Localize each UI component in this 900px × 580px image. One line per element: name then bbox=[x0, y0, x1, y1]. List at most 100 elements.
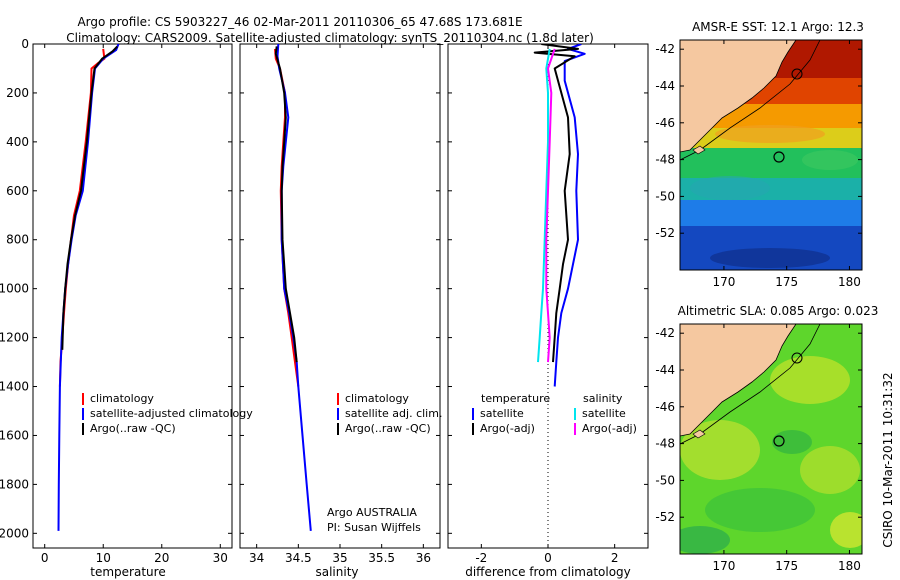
x-tick-label: 34.5 bbox=[285, 551, 312, 565]
difference-xlabel: difference from climatology bbox=[465, 565, 631, 579]
y-tick-label: 1600 bbox=[0, 428, 29, 442]
series-line-temperature-argo-adj- bbox=[533, 44, 579, 363]
map-y-tick-label: -50 bbox=[655, 189, 675, 203]
series-line-climatology bbox=[58, 48, 106, 387]
difference-legend: temperature satellite Argo(-adj) salinit… bbox=[472, 392, 637, 435]
sla-patch bbox=[705, 488, 815, 532]
temperature-panel: 0 200 400 600 800 1000 1200 1400 1600 1800 2000 0 10… bbox=[0, 37, 253, 579]
sla-patch bbox=[800, 446, 860, 494]
legend-label-argo: Argo(..raw -QC) bbox=[90, 422, 176, 435]
map-y-tick-label: -46 bbox=[655, 116, 675, 130]
x-tick-label: 36 bbox=[416, 551, 431, 565]
legend-label-temp-satellite: satellite bbox=[480, 407, 524, 420]
sla-patch bbox=[772, 430, 812, 454]
contour-loop bbox=[791, 68, 803, 80]
map-y-tick-label: -44 bbox=[655, 363, 675, 377]
y-tick-label: 0 bbox=[21, 37, 29, 51]
map-y-tick-label: -52 bbox=[655, 510, 675, 524]
sst-field bbox=[680, 40, 862, 270]
sla-patch bbox=[770, 356, 850, 404]
map-x-tick-label: 170 bbox=[712, 559, 735, 573]
x-tick-label: 20 bbox=[154, 551, 169, 565]
legend-label-temp-argo: Argo(-adj) bbox=[480, 422, 535, 435]
argo-pi-label: PI: Susan Wijffels bbox=[327, 521, 421, 534]
sst-map-title: AMSR-E SST: 12.1 Argo: 12.3 bbox=[692, 20, 864, 34]
x-tick-label: 34 bbox=[249, 551, 264, 565]
series-line-temperature-satellite bbox=[553, 44, 586, 387]
legend-label-climatology: climatology bbox=[90, 392, 154, 405]
temperature-xlabel: temperature bbox=[90, 565, 165, 579]
y-tick-label: 1400 bbox=[0, 380, 29, 394]
series-line-satellite-adj-clim- bbox=[276, 44, 312, 531]
x-tick-label: -2 bbox=[475, 551, 487, 565]
map-y-tick-label: -42 bbox=[655, 326, 675, 340]
sst-map-frame bbox=[679, 39, 863, 271]
series-line-argo-raw-qc- bbox=[61, 45, 119, 350]
x-tick-label: 0 bbox=[544, 551, 552, 565]
sst-warm-patch bbox=[715, 125, 825, 143]
argo-program-label: Argo AUSTRALIA bbox=[327, 506, 417, 519]
sla-map-panel: Altimetric SLA: 0.085 Argo: 0.023 -42 -44… bbox=[655, 304, 878, 573]
map-x-tick-label: 175 bbox=[775, 275, 798, 289]
map-y-tick-label: -42 bbox=[655, 42, 675, 56]
x-tick-label: 2 bbox=[611, 551, 619, 565]
x-tick-label: 35 bbox=[332, 551, 347, 565]
new-zealand-land bbox=[680, 40, 797, 153]
y-tick-label: 1800 bbox=[0, 477, 29, 491]
map-x-tick-label: 180 bbox=[838, 275, 861, 289]
series-line-salinity-argo-adj- bbox=[545, 48, 556, 363]
y-tick-label: 1000 bbox=[0, 282, 29, 296]
y-tick-label: 2000 bbox=[0, 526, 29, 540]
x-tick-label: 10 bbox=[96, 551, 111, 565]
difference-panel: -2 0 2 difference from climatology tempera… bbox=[447, 43, 649, 579]
y-tick-label: 600 bbox=[6, 184, 29, 198]
argo-position-marker bbox=[773, 151, 785, 163]
stewart-island bbox=[692, 145, 706, 155]
stewart-island bbox=[692, 429, 706, 439]
temperature-axes-frame bbox=[32, 43, 233, 549]
map-y-tick-label: -44 bbox=[655, 79, 675, 93]
sst-patch bbox=[690, 176, 770, 200]
sla-map-frame bbox=[679, 323, 863, 555]
salinity-xlabel: salinity bbox=[315, 565, 358, 579]
argo-position-marker bbox=[773, 435, 785, 447]
sst-cold-patch bbox=[710, 248, 830, 268]
side-timestamp: CSIRO 10-Mar-2011 10:31:32 bbox=[881, 372, 895, 547]
legend-label-climatology: climatology bbox=[345, 392, 409, 405]
legend-label-satellite-adjusted: satellite-adjusted climatology bbox=[90, 407, 253, 420]
legend-group-temperature: temperature bbox=[481, 392, 550, 405]
legend-label-argo: Argo(..raw -QC) bbox=[345, 422, 431, 435]
sla-field bbox=[680, 324, 862, 554]
series-line-argo-raw-qc- bbox=[274, 46, 298, 363]
figure-title-line2: Climatology: CARS2009. Satellite-adjuste… bbox=[66, 31, 594, 45]
x-tick-label: 0 bbox=[41, 551, 49, 565]
sla-patch bbox=[830, 512, 862, 548]
x-tick-label: 35.5 bbox=[368, 551, 395, 565]
legend-label-sal-satellite: satellite bbox=[582, 407, 626, 420]
series-line-salinity-satellite bbox=[537, 48, 551, 363]
map-y-tick-label: -48 bbox=[655, 437, 675, 451]
legend-label-sal-argo: Argo(-adj) bbox=[582, 422, 637, 435]
sst-map-panel: AMSR-E SST: 12.1 Argo: 12.3 -42 -44 -46 -48… bbox=[655, 20, 864, 289]
salinity-axes-frame bbox=[239, 43, 441, 549]
y-tick-label: 400 bbox=[6, 135, 29, 149]
x-tick-label: 30 bbox=[213, 551, 228, 565]
contour-loop bbox=[791, 352, 803, 364]
y-tick-label: 1200 bbox=[0, 331, 29, 345]
new-zealand-land bbox=[680, 324, 797, 437]
sla-map-title: Altimetric SLA: 0.085 Argo: 0.023 bbox=[678, 304, 879, 318]
y-tick-label: 800 bbox=[6, 233, 29, 247]
y-tick-label: 200 bbox=[6, 86, 29, 100]
map-x-tick-label: 170 bbox=[712, 275, 735, 289]
map-y-tick-label: -52 bbox=[655, 226, 675, 240]
map-y-tick-label: -50 bbox=[655, 473, 675, 487]
sla-patch bbox=[680, 526, 730, 554]
map-y-tick-label: -46 bbox=[655, 400, 675, 414]
salinity-legend: climatology satellite adj. clim. Argo(..… bbox=[337, 392, 442, 435]
sst-patch bbox=[802, 150, 858, 170]
legend-group-salinity: salinity bbox=[583, 392, 623, 405]
map-y-tick-label: -48 bbox=[655, 153, 675, 167]
legend-label-satellite-adj: satellite adj. clim. bbox=[345, 407, 442, 420]
temperature-legend: climatology satellite-adjusted climatolo… bbox=[82, 392, 253, 435]
